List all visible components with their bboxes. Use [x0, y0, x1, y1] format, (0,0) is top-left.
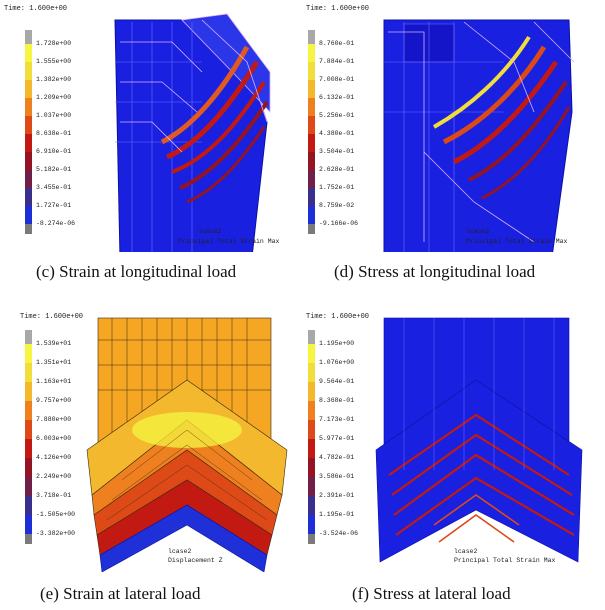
legend-value: 3.718e-01 [36, 492, 72, 499]
panel-e: Time: 1.600e+00 1.539e+01 1.351e+01 1.16… [2, 310, 294, 572]
panel-c-render [2, 2, 294, 252]
footer-title: Principal Total Strain Max [178, 238, 280, 245]
legend-value: 1.539e+01 [36, 340, 72, 347]
legend-value: 9.564e-01 [319, 378, 355, 385]
legend-value: 7.008e-01 [319, 76, 355, 83]
legend-value: 7.173e-01 [319, 416, 355, 423]
legend-value: 2.249e+00 [36, 473, 72, 480]
legend-value: 7.880e+00 [36, 416, 72, 423]
legend-value: 2.628e-01 [319, 166, 355, 173]
panel-f-render [304, 310, 600, 572]
legend-value: 9.757e+00 [36, 397, 72, 404]
caption-e: (e) Strain at lateral load [40, 584, 201, 603]
legend-value: -8.274e-06 [36, 220, 76, 227]
time-label: Time: 1.600e+00 [20, 313, 84, 321]
footer-title: Displacement Z [168, 557, 223, 564]
legend-value: 1.076e+00 [319, 359, 355, 366]
legend-value: 5.977e-01 [319, 435, 355, 442]
legend-bar-c [25, 30, 32, 234]
legend-value: 1.195e+00 [319, 340, 355, 347]
panel-d: Time: 1.600e+00 8.760e-01 7.884e-01 7.00… [304, 2, 600, 252]
time-label: Time: 1.600e+00 [306, 5, 370, 13]
fe-model-d [383, 19, 575, 252]
legend-value: 8.760e-01 [319, 40, 355, 47]
legend-value: 4.782e-01 [319, 454, 355, 461]
footer-title: Principal Total Strain Max [466, 238, 568, 245]
legend-value: 1.195e-01 [319, 511, 355, 518]
time-label: Time: 1.600e+00 [306, 313, 370, 321]
legend-value: 8.759e-02 [319, 202, 355, 209]
footer-case: lcase2 [198, 228, 222, 235]
caption-d: (d) Stress at longitudinal load [334, 262, 536, 281]
legend-value: 3.455e-01 [36, 184, 72, 191]
legend-value: 1.728e+00 [36, 40, 72, 47]
legend-value: 8.638e-01 [36, 130, 72, 137]
legend-value: -3.382e+00 [36, 530, 76, 537]
panel-d-render [304, 2, 600, 252]
footer-case: lcase2 [466, 228, 490, 235]
footer-title: Principal Total Strain Max [454, 557, 556, 564]
legend-value: 1.037e+00 [36, 112, 72, 119]
time-label: Time: 1.600e+00 [4, 5, 68, 13]
legend-value: 6.132e-01 [319, 94, 355, 101]
legend-value: 1.727e-01 [36, 202, 72, 209]
caption-f: (f) Stress at lateral load [352, 584, 511, 603]
legend-value: 7.884e-01 [319, 58, 355, 65]
legend-bar-f [308, 330, 315, 544]
legend-value: 3.504e-01 [319, 148, 355, 155]
legend-value: -1.505e+00 [36, 511, 76, 518]
fe-model-c [114, 13, 271, 252]
panel-f: Time: 1.600e+00 1.195e+00 1.076e+00 9.56… [304, 310, 600, 572]
fe-model-e [86, 317, 288, 572]
legend-value: 1.382e+00 [36, 76, 72, 83]
legend-value: -9.166e-06 [319, 220, 359, 227]
legend-value: 5.182e-01 [36, 166, 72, 173]
legend-value: -3.524e-06 [319, 530, 359, 537]
legend-value: 6.910e-01 [36, 148, 72, 155]
legend-value: 3.586e-01 [319, 473, 355, 480]
legend-value: 2.391e-01 [319, 492, 355, 499]
caption-c: (c) Strain at longitudinal load [36, 262, 237, 281]
legend-value: 4.126e+00 [36, 454, 72, 461]
legend-value: 1.209e+00 [36, 94, 72, 101]
legend-bar-e [25, 330, 32, 544]
legend-value: 1.351e+01 [36, 359, 72, 366]
legend-value: 1.752e-01 [319, 184, 355, 191]
panel-c: Time: 1.600e+00 1.728e+00 1.555e+00 1.38… [2, 2, 294, 252]
legend-value: 1.163e+01 [36, 378, 72, 385]
legend-value: 1.555e+00 [36, 58, 72, 65]
footer-case: lcase2 [168, 548, 192, 555]
legend-value: 8.368e-01 [319, 397, 355, 404]
fe-model-f [375, 317, 583, 563]
legend-value: 4.380e-01 [319, 130, 355, 137]
legend-value: 5.256e-01 [319, 112, 355, 119]
footer-case: lcase2 [454, 548, 478, 555]
legend-value: 6.003e+00 [36, 435, 72, 442]
panel-e-render [2, 310, 294, 572]
legend-bar-d [308, 30, 315, 234]
